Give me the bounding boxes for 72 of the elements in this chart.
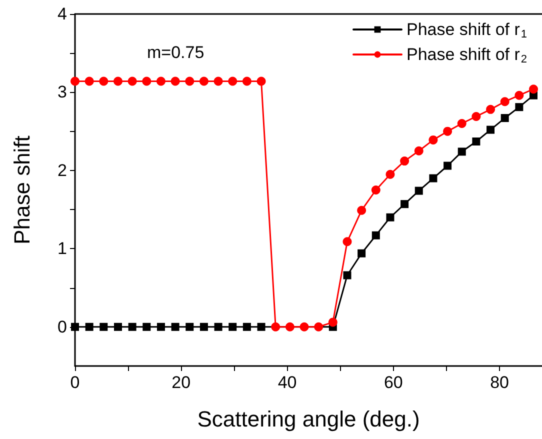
point [128,76,137,86]
point [271,322,280,332]
point [200,322,208,331]
point [486,126,495,134]
x-tick-label: 40 [278,373,297,392]
x-tick-label: 0 [70,373,80,392]
point [515,103,524,112]
point [214,76,223,86]
point [386,213,394,222]
x-axis-title: Scattering angle (deg.) [197,406,420,432]
point [285,322,294,332]
point [458,148,466,156]
point [300,322,309,332]
x-tick-label: 80 [490,373,510,392]
point [70,76,80,86]
y-tick-label: 4 [58,4,67,24]
point [428,135,438,144]
point [256,76,266,86]
point [170,76,180,86]
point [529,84,538,94]
point [328,318,338,327]
y-tick-label: 1 [58,239,67,258]
x-tick-label: 60 [384,373,403,392]
point [457,119,466,128]
point [199,76,208,86]
point [84,76,94,86]
point [142,322,151,331]
point [85,322,94,331]
point [342,237,352,246]
point [314,322,324,332]
point [371,186,380,194]
point [99,76,108,86]
y-tick-label: 3 [58,82,67,102]
point [142,76,152,86]
point [228,322,237,331]
point [156,76,166,86]
point [128,322,136,331]
point [357,206,366,215]
x-tick-label: 20 [172,373,191,392]
point [186,322,194,331]
point [414,146,424,156]
point [472,138,480,146]
point [185,76,194,86]
point [386,170,395,179]
point [257,322,266,331]
point [343,271,352,280]
point [400,200,409,208]
point [500,97,510,106]
point [171,322,180,331]
point [242,76,252,86]
point [472,112,481,121]
y-tick-label: 2 [58,160,67,180]
annotation: m=0.75 [147,43,204,62]
point [514,90,524,100]
point [156,322,165,331]
point [372,231,380,240]
point [228,76,238,86]
point [114,322,122,331]
point [100,322,108,331]
point [214,322,222,331]
point [414,186,423,195]
point [486,104,496,114]
point [113,76,122,86]
point [242,322,251,331]
point [400,156,410,166]
y-tick-label: 0 [58,317,67,336]
y-axis-title: Phase shift [10,136,34,244]
point [429,174,438,182]
point [443,126,452,136]
point [358,249,366,258]
point [500,114,509,122]
point [444,162,452,170]
